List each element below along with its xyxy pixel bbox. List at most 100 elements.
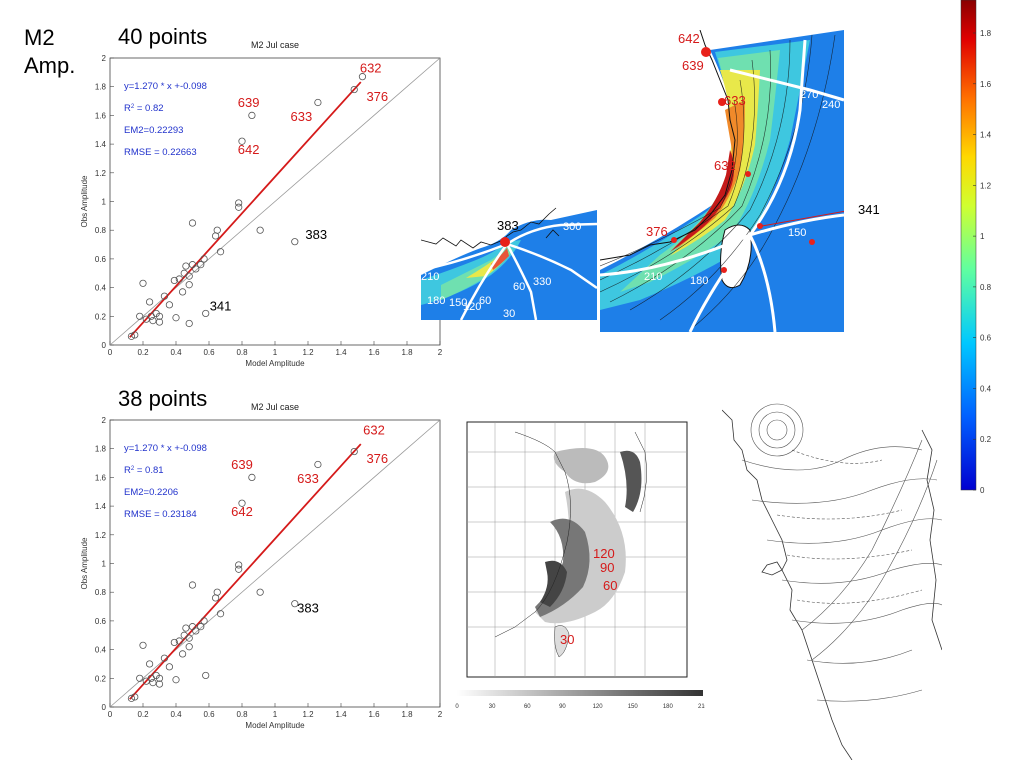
header-line1: M2: [24, 25, 55, 50]
data-point: [172, 676, 180, 684]
x-tick-label: 1.2: [302, 348, 314, 357]
colorbar-tick-label: 1.4: [980, 131, 992, 140]
x-axis-label: Model Amplitude: [245, 721, 305, 730]
data-point: [202, 309, 210, 318]
x-tick-label: 1: [273, 348, 278, 357]
gray-scale-tick-label: 60: [524, 704, 531, 710]
grayscale-tide-map: 120 90 60 30 0306090120150180210: [455, 412, 705, 712]
point-annotation: 642: [231, 504, 253, 519]
y-tick-label: 1.8: [95, 445, 107, 454]
x-tick-label: 1.4: [335, 710, 347, 719]
data-point: [182, 624, 190, 632]
y-tick-label: 1.6: [95, 473, 107, 482]
stat-line: RMSE = 0.23184: [124, 509, 197, 520]
gray-map-label-60: 60: [603, 578, 617, 593]
gray-scale-tick-label: 0: [455, 704, 459, 710]
stat-line: EM2=0.22293: [124, 125, 183, 136]
data-point: [213, 226, 221, 234]
header-line2: Amp.: [24, 53, 76, 78]
x-tick-label: 0.4: [170, 348, 182, 357]
data-point: [192, 627, 200, 635]
data-point: [136, 312, 144, 320]
stat-line: RMSE = 0.22663: [124, 147, 197, 158]
data-point: [139, 279, 147, 287]
colorbar-tick-label: 1.6: [980, 80, 992, 89]
data-point: [314, 460, 322, 469]
point-annotation: 383: [297, 600, 319, 615]
map-small-label-210: 210: [421, 271, 439, 283]
y-tick-label: 0.4: [95, 284, 107, 293]
x-axis-label: Model Amplitude: [245, 359, 305, 368]
data-point: [185, 281, 193, 289]
x-tick-label: 1: [273, 710, 278, 719]
data-point: [185, 643, 193, 651]
map-small-label-330: 330: [533, 276, 551, 288]
data-point: [188, 219, 197, 227]
point-annotation: 632: [363, 422, 385, 437]
gray-map-label-90: 90: [600, 560, 614, 575]
y-tick-label: 0.6: [95, 255, 107, 264]
data-point: [202, 671, 210, 680]
data-point: [216, 610, 225, 618]
y-tick-label: 0.2: [95, 312, 107, 321]
data-point: [291, 600, 299, 608]
gray-scale-tick-label: 150: [628, 704, 639, 710]
y-tick-label: 1: [102, 198, 107, 207]
data-point: [155, 318, 164, 326]
data-point: [235, 565, 243, 573]
data-point: [235, 203, 243, 211]
colorbar-tick-label: 0.6: [980, 334, 992, 343]
x-tick-label: 1.4: [335, 348, 347, 357]
data-point: [179, 650, 187, 658]
gray-map-label-30: 30: [560, 632, 574, 647]
x-tick-label: 2: [438, 710, 443, 719]
data-point: [197, 261, 205, 269]
point-annotation: 639: [231, 457, 253, 472]
data-point: [192, 265, 200, 273]
data-point: [139, 641, 147, 649]
data-point: [155, 312, 164, 320]
stat-line: y=1.270 * x +-0.098: [124, 81, 207, 92]
data-point: [235, 199, 243, 207]
data-point: [350, 85, 358, 94]
data-point: [185, 319, 193, 328]
data-point: [256, 226, 264, 234]
data-point: [160, 292, 169, 300]
x-tick-label: 1.2: [302, 710, 314, 719]
scatter-chart-2: M2 Jul case 0 0.2 0.4 0.6 0.8 1 1.2 1.4 1.6 1.8 2 0 0…: [80, 402, 443, 730]
map-large-label-633: 633: [724, 93, 746, 108]
point-annotation: 376: [366, 451, 388, 466]
map-small-label-30: 30: [503, 308, 515, 320]
data-point: [238, 137, 246, 145]
scatter-chart-1: M2 Jul case 0 0.2 0.4 0.6 0.8 1 1.2 1.4 1.6 1.8 2 0 0…: [80, 40, 443, 368]
map-small-label-180: 180: [427, 295, 445, 307]
x-tick-label: 0.2: [137, 348, 149, 357]
data-point: [170, 276, 178, 285]
colorbar-tick-label: 1.2: [980, 181, 992, 190]
y-tick-label: 1: [102, 560, 107, 569]
data-point: [127, 694, 136, 702]
data-point: [175, 275, 183, 283]
data-point: [146, 298, 154, 306]
stat-line: y=1.270 * x +-0.098: [124, 443, 207, 454]
map-large-label-639: 639: [682, 58, 704, 73]
y-tick-label: 1.8: [95, 83, 107, 92]
x-tick-label: 1.6: [368, 348, 380, 357]
map-large-label-376: 376: [646, 224, 668, 239]
colorbar-tick-label: 0.4: [980, 384, 992, 393]
point-annotation: 639: [238, 95, 260, 110]
data-point: [238, 499, 246, 507]
y-tick-label: 1.2: [95, 169, 107, 178]
colorbar-tick-label: 0.8: [980, 283, 992, 292]
data-point: [314, 98, 322, 107]
gray-scale-tick-label: 30: [489, 704, 496, 710]
x-tick-label: 0.2: [137, 710, 149, 719]
x-tick-label: 0.6: [203, 348, 215, 357]
colorbar-tick-label: 0.2: [980, 435, 992, 444]
data-point: [149, 317, 157, 325]
map-small-label-120: 120: [463, 301, 481, 313]
stat-line: R2 = 0.81: [124, 465, 164, 476]
data-point: [146, 660, 154, 668]
y-tick-label: 2: [102, 54, 107, 63]
x-tick-label: 0.4: [170, 710, 182, 719]
